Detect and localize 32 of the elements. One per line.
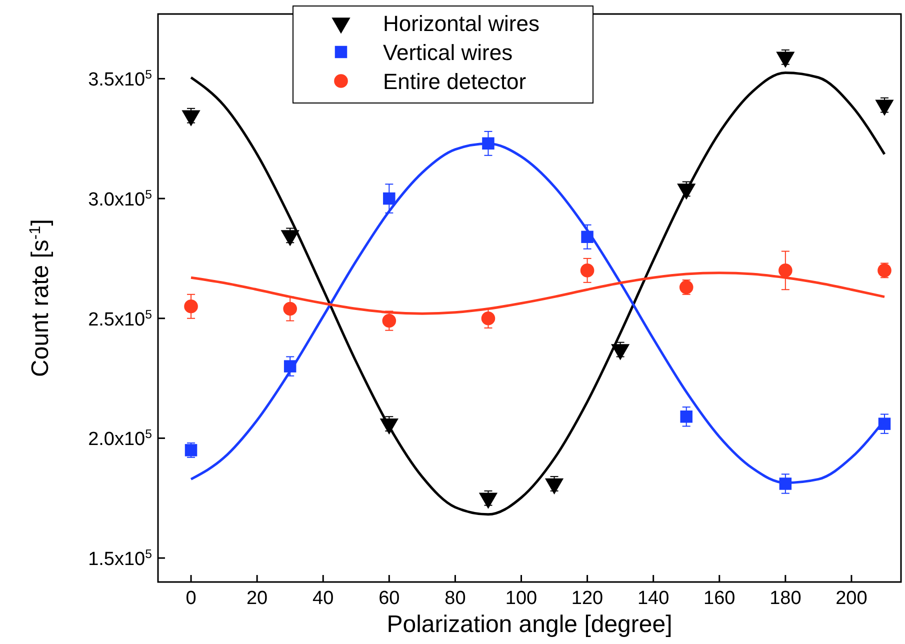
x-tick-label: 40 bbox=[312, 588, 334, 609]
point bbox=[382, 314, 396, 328]
x-tick-label: 100 bbox=[505, 588, 538, 609]
legend-label: Vertical wires bbox=[383, 40, 513, 65]
x-tick-label: 20 bbox=[246, 588, 268, 609]
point bbox=[679, 280, 694, 294]
point bbox=[778, 264, 792, 278]
x-tick-label: 0 bbox=[186, 588, 196, 609]
y-tick-label: 3.5x10$^{5}$ bbox=[88, 68, 152, 91]
legend-label: Entire detector bbox=[383, 69, 526, 94]
point bbox=[184, 299, 198, 314]
line-series bbox=[190, 71, 886, 516]
y-tick-label: 1.5x10$^{5}$ bbox=[88, 547, 152, 570]
x-tick-label: 60 bbox=[378, 588, 400, 609]
y-tick-label: 2.5x10$^{5}$ bbox=[88, 307, 152, 330]
x-axis-title: Polarization angle [degree] bbox=[386, 611, 672, 638]
point bbox=[383, 192, 396, 205]
x-tick-label: 180 bbox=[770, 588, 802, 609]
x-tick-label: 140 bbox=[637, 588, 670, 609]
x-tick-label: 160 bbox=[704, 588, 736, 609]
x-tick-label: 80 bbox=[444, 588, 466, 609]
point bbox=[184, 444, 198, 456]
y-tick-label: 3.0x10$^{5}$ bbox=[88, 188, 152, 211]
point bbox=[283, 302, 297, 316]
legend-label: Horizontal wires bbox=[383, 11, 540, 36]
point bbox=[680, 410, 692, 423]
y-tick-label: 2.0x10$^{5}$ bbox=[88, 427, 152, 450]
x-tick-label: 120 bbox=[571, 588, 604, 609]
point bbox=[580, 264, 594, 278]
point bbox=[878, 264, 892, 278]
x-tick-label: 200 bbox=[836, 588, 868, 609]
point bbox=[481, 311, 496, 326]
